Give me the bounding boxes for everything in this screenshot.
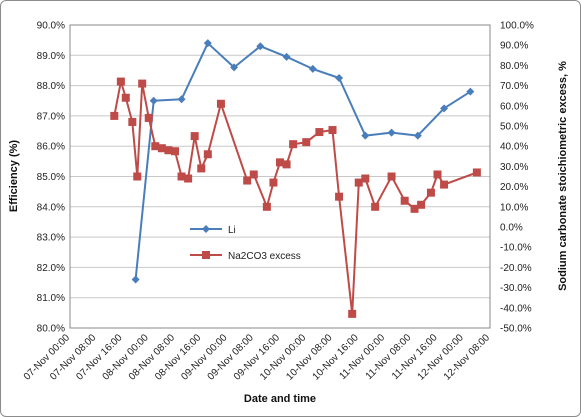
- data-point-na2co3: [276, 158, 284, 167]
- y-left-tick-label: 87.0%: [37, 111, 65, 122]
- data-point-li: [466, 87, 475, 96]
- data-point-li: [308, 64, 317, 73]
- legend-label-na2co3: Na2CO3 excess: [228, 251, 301, 262]
- data-point-na2co3: [171, 147, 179, 156]
- data-point-na2co3: [335, 192, 344, 201]
- data-point-na2co3: [361, 174, 370, 183]
- data-point-na2co3: [262, 202, 271, 211]
- y-left-tick-label: 86.0%: [37, 142, 65, 153]
- data-point-na2co3: [387, 172, 396, 181]
- data-point-na2co3: [116, 77, 125, 86]
- data-point-na2co3: [249, 170, 258, 179]
- data-point-na2co3: [157, 144, 166, 153]
- y-left-tick-label: 88.0%: [37, 81, 65, 92]
- data-point-na2co3: [184, 174, 193, 183]
- y-right-tick-label: -10.0%: [500, 243, 532, 254]
- data-point-na2co3: [289, 140, 298, 149]
- y-right-tick-label: 40.0%: [500, 142, 528, 153]
- y-right-tick-label: 100.0%: [500, 21, 534, 32]
- data-point-na2co3: [190, 132, 199, 141]
- data-point-na2co3: [315, 128, 324, 137]
- data-point-na2co3: [216, 99, 225, 108]
- y-right-tick-label: 30.0%: [500, 162, 528, 173]
- y-left-tick-label: 82.0%: [37, 263, 65, 274]
- data-point-na2co3: [348, 309, 357, 318]
- y-right-tick-label: 0.0%: [500, 223, 523, 234]
- data-point-na2co3: [203, 150, 212, 159]
- data-point-na2co3: [269, 178, 278, 187]
- data-point-na2co3: [371, 202, 380, 211]
- data-point-li: [149, 96, 158, 105]
- y-left-tick-label: 90.0%: [37, 21, 65, 32]
- y-left-tick-label: 80.0%: [37, 324, 65, 335]
- data-point-na2co3: [472, 168, 481, 177]
- y-axis-left-title: Efficiency (%): [8, 140, 20, 212]
- y-right-tick-label: -20.0%: [500, 263, 532, 274]
- series-layer: [110, 39, 481, 318]
- gridlines: [70, 54, 490, 299]
- data-point-na2co3: [354, 178, 363, 187]
- data-point-na2co3: [433, 170, 442, 179]
- y-right-tick-label: -50.0%: [500, 324, 532, 335]
- data-point-na2co3: [133, 172, 142, 181]
- legend-label-li: Li: [228, 225, 236, 236]
- data-point-na2co3: [302, 138, 311, 147]
- legend: Li Na2CO3 excess: [190, 225, 301, 262]
- right-axis-ticks: -50.0% -40.0% -30.0% -20.0% -10.0% 0.0% 10.0% 2…: [500, 21, 534, 335]
- data-point-li: [177, 95, 186, 104]
- data-point-na2co3: [197, 164, 206, 173]
- data-point-li: [387, 128, 396, 137]
- data-point-na2co3: [121, 93, 130, 102]
- data-point-na2co3: [151, 142, 160, 151]
- y-right-tick-label: 20.0%: [500, 182, 528, 193]
- series-line-na2co3: [113, 80, 478, 315]
- y-left-tick-label: 89.0%: [37, 51, 65, 62]
- data-point-li: [361, 131, 370, 140]
- data-point-na2co3: [138, 79, 147, 88]
- y-right-tick-label: 60.0%: [500, 101, 528, 112]
- data-point-na2co3: [282, 160, 291, 169]
- data-point-na2co3: [328, 126, 337, 135]
- data-point-li: [335, 74, 344, 83]
- legend-marker-li: [202, 225, 210, 233]
- y-right-tick-label: 80.0%: [500, 61, 528, 72]
- data-point-na2co3: [144, 113, 153, 122]
- x-axis-title: Date and time: [244, 393, 316, 405]
- data-point-na2co3: [128, 117, 137, 126]
- y-right-tick-label: 70.0%: [500, 81, 528, 92]
- data-point-na2co3: [426, 188, 435, 197]
- series-line-li: [134, 42, 471, 280]
- data-point-na2co3: [177, 172, 186, 181]
- data-point-li: [413, 131, 422, 140]
- y-right-tick-label: -40.0%: [500, 303, 532, 314]
- y-right-tick-label: 90.0%: [500, 41, 528, 52]
- y-right-tick-label: 10.0%: [500, 202, 528, 213]
- left-axis-ticks: 80.0% 81.0% 82.0% 83.0% 84.0% 85.0% 86.0% 87.0%…: [37, 21, 65, 335]
- data-point-na2co3: [400, 196, 409, 205]
- data-point-li: [256, 42, 265, 51]
- data-point-na2co3: [440, 180, 449, 189]
- y-left-tick-label: 83.0%: [37, 233, 65, 244]
- data-point-na2co3: [417, 200, 426, 209]
- data-point-li: [440, 104, 449, 113]
- y-left-tick-label: 84.0%: [37, 202, 65, 213]
- data-point-li: [230, 63, 239, 72]
- data-point-na2co3: [164, 146, 173, 155]
- y-left-tick-label: 81.0%: [37, 293, 65, 304]
- data-point-li: [203, 39, 212, 48]
- y-left-tick-label: 85.0%: [37, 172, 65, 183]
- data-point-na2co3: [110, 111, 119, 120]
- plot-area-border: [69, 24, 491, 329]
- data-point-na2co3: [410, 204, 419, 213]
- y-axis-right-title: Sodium carbonate stoichiometric excess, …: [557, 61, 569, 291]
- y-right-tick-label: -30.0%: [500, 283, 532, 294]
- data-point-li: [131, 275, 140, 284]
- y-right-tick-label: 50.0%: [500, 122, 528, 133]
- data-point-li: [282, 52, 291, 61]
- legend-marker-na2co3: [202, 251, 210, 259]
- data-point-na2co3: [243, 176, 252, 185]
